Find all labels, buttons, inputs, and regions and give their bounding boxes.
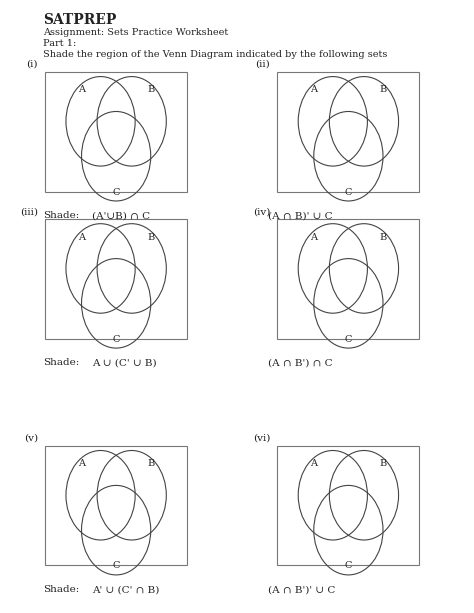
Text: Shade:: Shade: — [43, 211, 79, 220]
Text: (A'∪B) ∩ C: (A'∪B) ∩ C — [92, 211, 151, 220]
Text: A: A — [78, 85, 85, 94]
Text: Shade:: Shade: — [43, 358, 79, 367]
Text: B: B — [147, 459, 155, 468]
Text: A: A — [310, 232, 317, 242]
Text: A: A — [78, 232, 85, 242]
Text: Shade:: Shade: — [43, 585, 79, 594]
Text: C: C — [345, 188, 352, 197]
Text: (iii): (iii) — [20, 207, 38, 216]
Text: B: B — [147, 85, 155, 94]
Text: C: C — [345, 335, 352, 344]
Text: Shade the region of the Venn Diagram indicated by the following sets: Shade the region of the Venn Diagram ind… — [43, 50, 387, 59]
Text: C: C — [345, 562, 352, 571]
Bar — [45, 219, 187, 338]
Text: B: B — [379, 459, 387, 468]
Text: (v): (v) — [24, 434, 38, 443]
Bar — [277, 72, 419, 191]
Text: (A ∩ B')' ∪ C: (A ∩ B')' ∪ C — [268, 585, 335, 594]
Text: A ∪ (C' ∪ B): A ∪ (C' ∪ B) — [92, 358, 157, 367]
Text: (A ∩ B)' ∪ C: (A ∩ B)' ∪ C — [268, 211, 332, 220]
Text: C: C — [112, 562, 120, 571]
Text: (i): (i) — [27, 60, 38, 69]
Text: C: C — [112, 188, 120, 197]
Bar — [277, 219, 419, 338]
Text: B: B — [379, 232, 387, 242]
Text: A: A — [78, 459, 85, 468]
Text: Assignment: Sets Practice Worksheet: Assignment: Sets Practice Worksheet — [43, 28, 228, 37]
Text: A: A — [310, 85, 317, 94]
Text: SATPREP: SATPREP — [43, 13, 116, 28]
Text: B: B — [379, 85, 387, 94]
Bar — [277, 446, 419, 565]
Text: (A ∩ B') ∩ C: (A ∩ B') ∩ C — [268, 358, 332, 367]
Bar — [45, 446, 187, 565]
Text: (iv): (iv) — [253, 207, 270, 216]
Text: A' ∪ (C' ∩ B): A' ∪ (C' ∩ B) — [92, 585, 160, 594]
Text: (ii): (ii) — [255, 60, 270, 69]
Text: (vi): (vi) — [253, 434, 270, 443]
Text: B: B — [147, 232, 155, 242]
Text: C: C — [112, 335, 120, 344]
Text: Part 1:: Part 1: — [43, 39, 76, 48]
Text: A: A — [310, 459, 317, 468]
Bar — [45, 72, 187, 191]
